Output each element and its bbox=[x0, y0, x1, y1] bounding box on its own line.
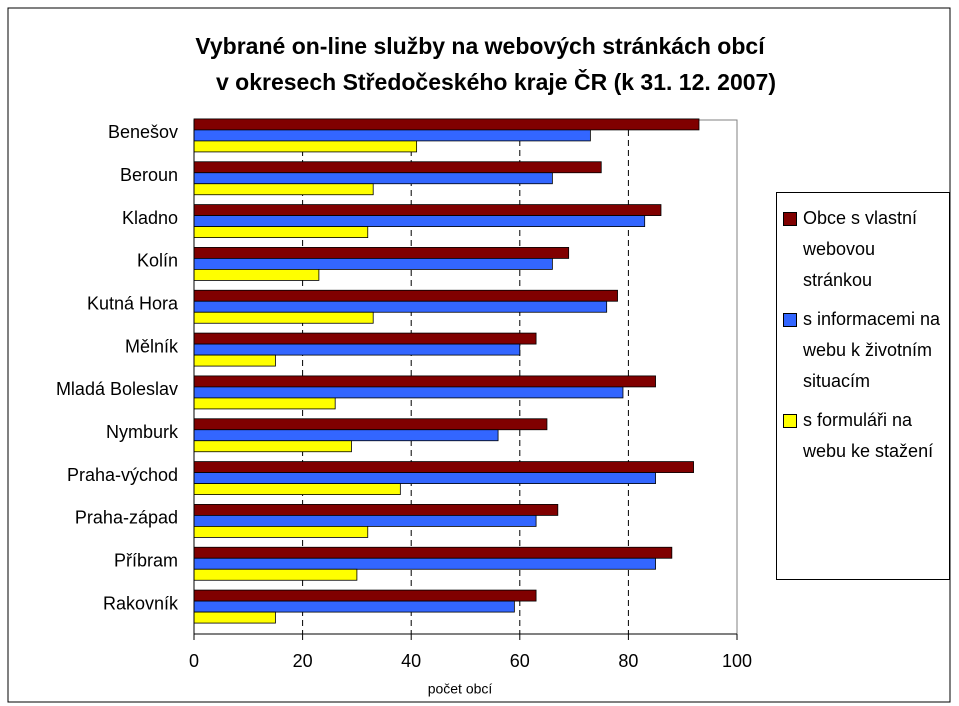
bar bbox=[193, 440, 352, 453]
y-tick-label: Mělník bbox=[125, 336, 179, 356]
legend-swatch bbox=[783, 414, 797, 428]
bar bbox=[193, 226, 369, 238]
y-tick-label: Kladno bbox=[122, 208, 178, 228]
bar bbox=[193, 483, 401, 495]
legend-item: s formuláři na webu ke stažení bbox=[783, 405, 943, 467]
bar bbox=[193, 300, 608, 313]
bar bbox=[193, 161, 602, 174]
bar bbox=[193, 343, 521, 356]
bar bbox=[193, 568, 358, 581]
bar bbox=[193, 515, 537, 527]
bar bbox=[193, 215, 646, 227]
y-tick-label: Nymburk bbox=[106, 422, 179, 442]
y-tick-label: Příbram bbox=[114, 551, 178, 571]
bar bbox=[193, 375, 656, 388]
bar bbox=[193, 129, 591, 142]
legend-label: Obce s vlastní webovou stránkou bbox=[803, 208, 918, 290]
bar bbox=[193, 557, 656, 570]
bar bbox=[193, 461, 694, 473]
legend-item: Obce s vlastní webovou stránkou bbox=[783, 203, 943, 296]
x-tick-label: 0 bbox=[189, 651, 199, 671]
legend-item: s informacemi na webu k životním situací… bbox=[783, 304, 943, 397]
bar bbox=[193, 429, 499, 442]
chart-title: Vybrané on-line služby na webových strán… bbox=[195, 33, 766, 59]
y-tick-label: Praha-východ bbox=[67, 465, 178, 485]
y-tick-label: Rakovník bbox=[103, 593, 179, 613]
bar bbox=[193, 258, 553, 270]
x-tick-label: 40 bbox=[401, 651, 421, 671]
bar bbox=[193, 589, 537, 602]
y-tick-label: Praha-západ bbox=[75, 508, 178, 528]
bar bbox=[193, 183, 374, 196]
bar bbox=[193, 611, 276, 624]
legend-label: s formuláři na webu ke stažení bbox=[803, 410, 934, 461]
x-tick-label: 100 bbox=[722, 651, 752, 671]
legend-swatch bbox=[783, 313, 797, 327]
bar bbox=[193, 418, 548, 431]
legend-swatch bbox=[783, 212, 797, 226]
bar bbox=[193, 311, 374, 324]
x-tick-label: 20 bbox=[293, 651, 313, 671]
bar bbox=[193, 118, 700, 131]
x-tick-label: 80 bbox=[618, 651, 638, 671]
x-tick-label: 60 bbox=[510, 651, 530, 671]
bar bbox=[193, 386, 624, 399]
bar bbox=[193, 332, 537, 345]
y-tick-label: Kolín bbox=[137, 251, 178, 271]
bar bbox=[193, 546, 673, 559]
bar bbox=[193, 397, 336, 410]
bar bbox=[193, 269, 320, 281]
y-tick-label: Beroun bbox=[120, 165, 178, 185]
bar bbox=[193, 354, 276, 367]
bar bbox=[193, 204, 662, 216]
y-tick-label: Kutná Hora bbox=[87, 294, 179, 314]
chart-title: v okresech Středočeského kraje ČR (k 31.… bbox=[216, 68, 776, 95]
bar bbox=[193, 600, 515, 613]
bar bbox=[193, 140, 418, 153]
legend-label: s informacemi na webu k životním situací… bbox=[803, 309, 941, 391]
y-tick-label: Benešov bbox=[108, 122, 178, 142]
legend: Obce s vlastní webovou stránkou s informa… bbox=[776, 192, 950, 580]
x-axis-label: počet obcí bbox=[428, 681, 493, 697]
bar bbox=[193, 172, 553, 185]
y-tick-label: Mladá Boleslav bbox=[56, 379, 178, 399]
bar bbox=[193, 289, 618, 302]
bar bbox=[193, 472, 656, 484]
bar bbox=[193, 526, 369, 538]
bar bbox=[193, 247, 570, 259]
bar bbox=[193, 504, 559, 516]
